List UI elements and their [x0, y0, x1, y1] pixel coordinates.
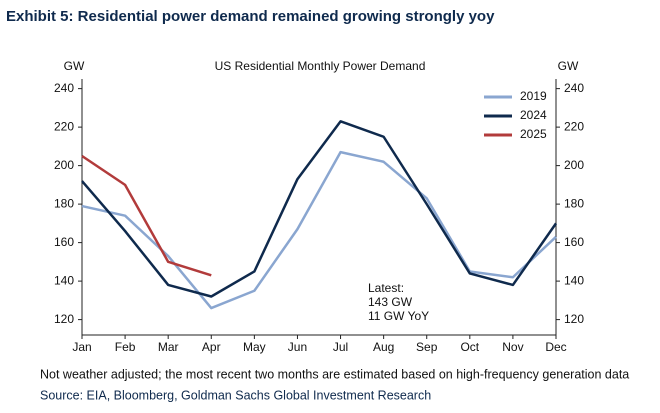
legend-label: 2019 — [520, 89, 547, 103]
x-tick-label: Jun — [288, 340, 307, 354]
series-line — [81, 120, 558, 298]
series-line — [81, 150, 557, 310]
x-tick-label: Dec — [545, 340, 566, 354]
y2-tick-label: 120 — [564, 312, 584, 326]
source: Source: EIA, Bloomberg, Goldman Sachs Gl… — [40, 388, 431, 402]
y-tick-label: 140 — [54, 273, 74, 287]
x-tick-label: Apr — [202, 340, 221, 354]
y2-tick-label: 220 — [564, 119, 584, 133]
x-tick-label: Jul — [333, 340, 348, 354]
y-tick-label: 180 — [54, 196, 74, 210]
y-tick-label: 220 — [54, 119, 74, 133]
y-tick-label: 120 — [54, 312, 74, 326]
x-tick-label: Jan — [72, 340, 91, 354]
x-tick-label: Oct — [460, 340, 479, 354]
x-tick-label: Aug — [373, 340, 394, 354]
y-axis-label: GW — [64, 59, 85, 73]
x-tick-label: Nov — [502, 340, 523, 354]
x-tick-label: Sep — [416, 340, 438, 354]
y2-tick-label: 240 — [564, 81, 584, 95]
y2-tick-label: 180 — [564, 196, 584, 210]
annotation: Latest: — [368, 281, 404, 295]
chart-title: Exhibit 5: Residential power demand rema… — [6, 8, 495, 25]
y-tick-label: 240 — [54, 81, 74, 95]
x-tick-label: Feb — [115, 340, 136, 354]
y-tick-label: 200 — [54, 158, 74, 172]
annotation: 11 GW YoY — [368, 309, 429, 323]
y2-tick-label: 200 — [564, 158, 584, 172]
y-tick-label: 160 — [54, 235, 74, 249]
x-tick-label: May — [243, 340, 266, 354]
legend-label: 2024 — [520, 108, 547, 122]
legend-label: 2025 — [520, 127, 547, 141]
x-tick-label: Mar — [158, 340, 179, 354]
y2-axis-label: GW — [558, 59, 579, 73]
y2-tick-label: 140 — [564, 273, 584, 287]
series-line — [81, 154, 212, 277]
chart-subtitle: US Residential Monthly Power Demand — [215, 59, 426, 73]
annotation: 143 GW — [368, 295, 413, 309]
y2-tick-label: 160 — [564, 235, 584, 249]
footnote: Not weather adjusted; the most recent tw… — [40, 367, 629, 381]
